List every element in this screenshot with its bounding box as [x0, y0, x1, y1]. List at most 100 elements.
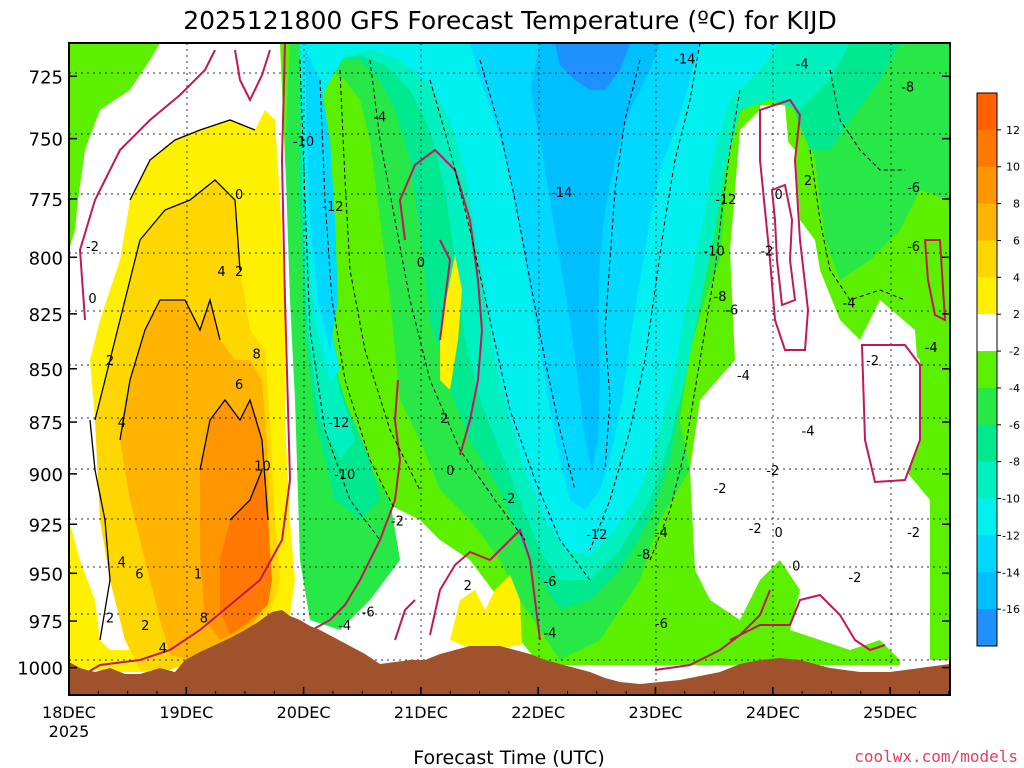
- contour-label: -10: [334, 468, 355, 483]
- colorbar-swatch: [977, 424, 997, 463]
- contour-label: -4: [802, 424, 815, 439]
- y-tick-label: 975: [29, 612, 63, 633]
- contour-label: 2: [440, 412, 448, 427]
- contour-label: -2: [866, 354, 879, 369]
- colorbar-label: 10: [1006, 161, 1020, 174]
- colorbar-label: -4: [1009, 382, 1020, 395]
- contour-label: 0: [235, 188, 243, 203]
- contour-label: -12: [586, 528, 607, 543]
- colorbar-swatch: [977, 387, 997, 426]
- contour-label: 2: [804, 174, 812, 189]
- plot-area: [69, 43, 950, 695]
- zero-isotherm: [74, 43, 947, 681]
- contour-label: 0: [446, 464, 454, 479]
- contour-label: -12: [715, 193, 736, 208]
- contour-label: -2: [766, 464, 779, 479]
- y-tick-label: 1000: [17, 659, 63, 680]
- negative-contours: [299, 43, 906, 581]
- contour-label: 0: [88, 292, 96, 307]
- contour-label: -2: [848, 571, 861, 586]
- colorbar-label: 2: [1013, 308, 1020, 321]
- contour-label: -4: [373, 110, 386, 125]
- contour-label: -12: [328, 416, 349, 431]
- temp-region-below-minus16: [555, 43, 630, 90]
- contour-label: 2: [141, 619, 149, 634]
- colorbar-border: [976, 92, 998, 647]
- x-tick-sublabel: 2025: [49, 722, 90, 741]
- contour-label: -2: [907, 526, 920, 541]
- contour-label: -4: [925, 341, 938, 356]
- contour-label: -4: [796, 58, 809, 73]
- contour-label: -4: [843, 297, 856, 312]
- y-tick-label: 800: [29, 248, 63, 269]
- chart-title: 2025121800 GFS Forecast Temperature (ºC)…: [183, 6, 837, 35]
- contour-label: -6: [725, 303, 738, 318]
- x-tick-label: 21DEC: [394, 703, 448, 722]
- x-tick-label: 25DEC: [863, 703, 917, 722]
- y-tick-label: 850: [29, 360, 63, 381]
- colorbar-swatch: [977, 498, 997, 536]
- contour-label: -6: [907, 240, 920, 255]
- colorbar-label: -16: [1002, 603, 1020, 616]
- contour-label: -6: [907, 181, 920, 196]
- x-tick-label: 19DEC: [159, 703, 213, 722]
- colorbar-label: -14: [1002, 566, 1020, 579]
- contour-label: -2: [714, 482, 727, 497]
- x-tick-label: 22DEC: [511, 703, 565, 722]
- colorbar-swatch: [977, 203, 997, 241]
- colorbar-label: 4: [1013, 271, 1020, 284]
- contour-label: 4: [159, 641, 167, 656]
- x-tick-label: 20DEC: [277, 703, 331, 722]
- contour-label: 6: [135, 567, 143, 582]
- y-tick-label: 950: [29, 564, 63, 585]
- grid: [69, 43, 950, 695]
- contour-label: -12: [322, 200, 343, 215]
- colorbar: 12 10 8 6 4 2 -2 -4 -6 -8 -10 -12 -14 -16: [976, 92, 1020, 647]
- colorbar-swatch: [977, 461, 997, 500]
- contour-label: -4: [737, 369, 750, 384]
- temp-region-minus16-minus14: [530, 43, 660, 470]
- contour-label: 1: [194, 567, 202, 582]
- terrain: [69, 610, 950, 695]
- x-tick-label: 24DEC: [746, 703, 800, 722]
- colorbar-label: -12: [1002, 529, 1020, 542]
- colorbar-swatch: [977, 93, 997, 131]
- colorbar-label: 6: [1013, 234, 1020, 247]
- y-tick-label: 775: [29, 190, 63, 211]
- y-tick-label: 875: [29, 413, 63, 434]
- positive-contours: [89, 119, 269, 641]
- contour-label: 2: [464, 579, 472, 594]
- y-tick-label: 925: [29, 515, 63, 536]
- contour-label: 0: [775, 188, 783, 203]
- contour-label: 8: [253, 348, 261, 363]
- contour-label: 2: [235, 265, 243, 280]
- contour-label: 4: [118, 416, 126, 431]
- contour-label: -6: [655, 617, 668, 632]
- contour-label: 0: [792, 560, 800, 575]
- colorbar-swatch: [977, 129, 997, 168]
- contour-label: -8: [714, 290, 727, 305]
- contour-label: -2: [749, 522, 762, 537]
- contour-label: 2: [106, 354, 114, 369]
- colorbar-label: -2: [1009, 345, 1020, 358]
- contour-label: 4: [118, 556, 126, 571]
- colorbar-swatch: [977, 166, 997, 205]
- contour-label: -10: [704, 244, 725, 259]
- contour-label: 0: [417, 256, 425, 271]
- colorbar-swatch: [977, 609, 997, 647]
- x-axis-label: Forecast Time (UTC): [413, 747, 604, 768]
- credit-text: coolwx.com/models: [854, 747, 1018, 766]
- contour-label: -2: [760, 244, 773, 259]
- contour-label: -14: [674, 52, 695, 67]
- contour-label: -8: [901, 80, 914, 95]
- contour-label: 6: [235, 378, 243, 393]
- y-tick-label: 900: [29, 465, 63, 486]
- x-tick-label: 18DEC: [42, 703, 96, 722]
- y-tick-label: 750: [29, 130, 63, 151]
- colorbar-label: -8: [1009, 456, 1020, 469]
- contour-label: -14: [551, 186, 572, 201]
- colorbar-swatch: [977, 572, 997, 610]
- contour-label: 8: [200, 611, 208, 626]
